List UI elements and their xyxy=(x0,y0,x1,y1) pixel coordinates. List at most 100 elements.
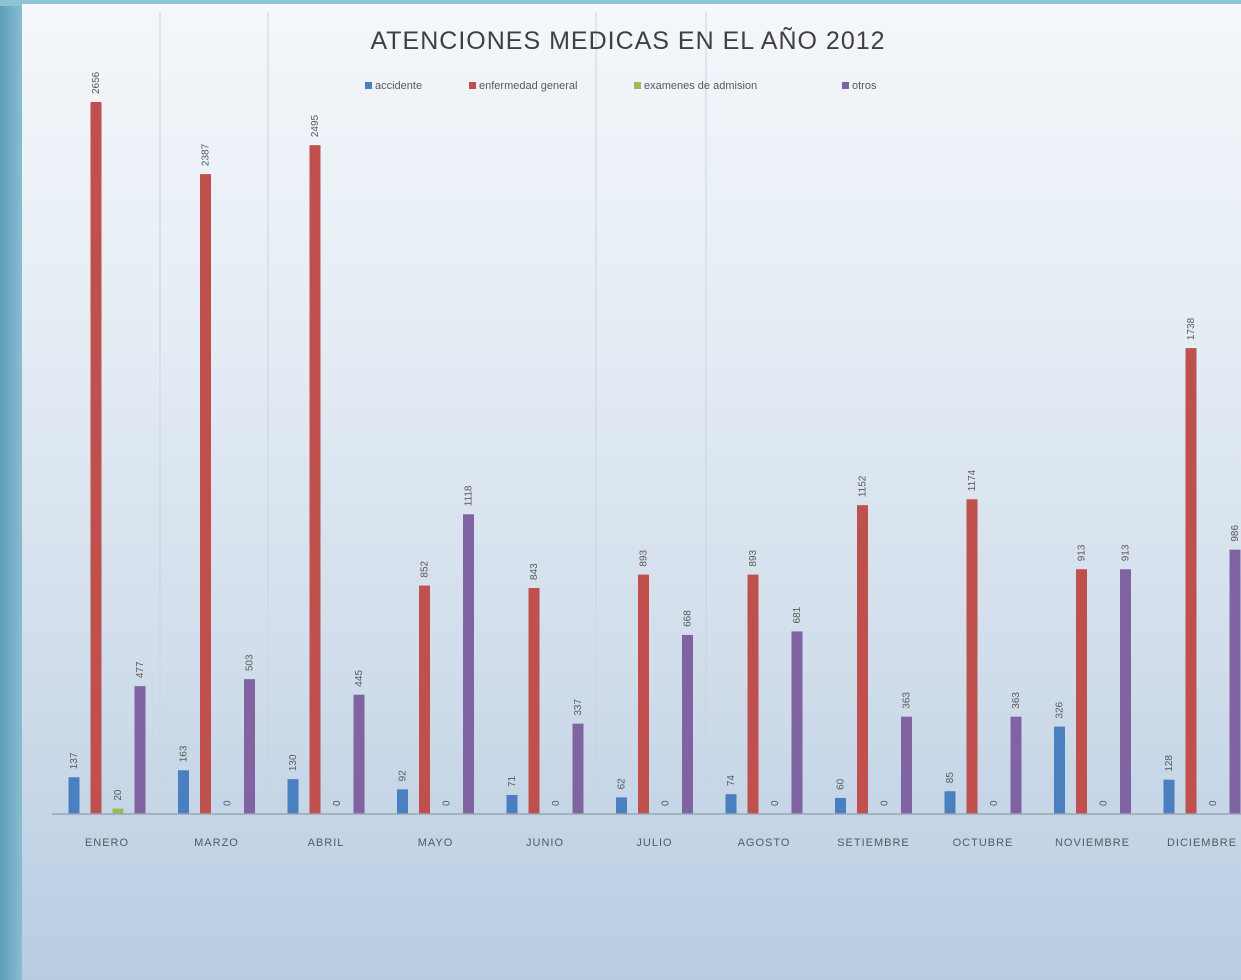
data-label: 668 xyxy=(683,610,694,627)
bar xyxy=(528,588,540,814)
x-tick-label: NOVIEMBRE xyxy=(1055,837,1130,849)
x-tick-label: MARZO xyxy=(194,837,239,849)
bar xyxy=(857,505,868,814)
bar xyxy=(134,686,146,814)
data-label: 0 xyxy=(770,800,781,806)
data-label: 92 xyxy=(398,770,409,782)
bar xyxy=(1076,569,1087,814)
legend-swatch-3 xyxy=(634,82,641,89)
chart-title: ATENCIONES MEDICAS EN EL AÑO 2012 xyxy=(370,26,885,55)
data-label: 2387 xyxy=(201,143,212,166)
legend-label-1: accidente xyxy=(375,80,422,92)
bar xyxy=(1163,779,1175,814)
bar xyxy=(901,716,912,814)
data-label: 1174 xyxy=(967,469,978,491)
data-label: 913 xyxy=(1121,544,1132,561)
data-label: 0 xyxy=(1099,800,1110,806)
data-label: 0 xyxy=(661,800,672,806)
data-label: 0 xyxy=(880,800,891,806)
data-label: 0 xyxy=(989,800,1000,806)
bar xyxy=(747,574,759,814)
bar xyxy=(725,794,737,814)
data-label: 363 xyxy=(902,692,913,709)
chart-legend: accidente enfermedad general examenes de a… xyxy=(365,80,877,92)
bar xyxy=(397,789,408,814)
data-label: 503 xyxy=(245,654,256,671)
x-tick-label: ABRIL xyxy=(308,837,345,849)
data-label: 893 xyxy=(748,549,759,566)
data-label: 843 xyxy=(529,563,540,580)
x-tick-label: DICIEMBRE xyxy=(1167,837,1237,849)
data-label: 0 xyxy=(551,800,562,806)
legend-label-4: otros xyxy=(852,80,877,92)
bar xyxy=(835,797,846,814)
data-label: 60 xyxy=(836,778,847,790)
x-tick-label: AGOSTO xyxy=(738,837,791,849)
data-label: 130 xyxy=(288,754,299,771)
data-label: 128 xyxy=(1164,755,1175,772)
bar xyxy=(178,770,189,814)
bar xyxy=(616,797,627,814)
bar xyxy=(1120,569,1131,814)
data-label: 0 xyxy=(1208,800,1219,806)
bar xyxy=(1185,348,1197,814)
bar xyxy=(506,794,518,814)
bar xyxy=(572,723,584,814)
legend-swatch-4 xyxy=(842,82,849,89)
data-label: 1738 xyxy=(1186,317,1197,340)
bar xyxy=(90,102,102,814)
data-label: 74 xyxy=(726,775,737,787)
slide-frame-left xyxy=(0,0,24,980)
data-label: 913 xyxy=(1077,544,1088,561)
data-label: 986 xyxy=(1230,525,1241,542)
data-label: 0 xyxy=(442,800,453,806)
data-label: 1152 xyxy=(858,475,869,497)
data-label: 163 xyxy=(179,745,190,762)
data-label: 62 xyxy=(617,778,628,790)
legend-swatch-2 xyxy=(469,82,476,89)
data-label: 445 xyxy=(354,670,365,687)
bar xyxy=(309,145,321,814)
x-tick-label: JUNIO xyxy=(526,837,564,849)
bar xyxy=(1054,726,1065,814)
bar xyxy=(353,694,365,814)
bar xyxy=(682,634,693,814)
data-label: 0 xyxy=(332,800,343,806)
data-label: 337 xyxy=(573,699,584,716)
bar-chart: ATENCIONES MEDICAS EN EL AÑO 2012 accide… xyxy=(52,12,1241,849)
x-tick-label: MAYO xyxy=(418,837,454,849)
legend-swatch-1 xyxy=(365,82,372,89)
bar xyxy=(1229,549,1241,814)
data-label: 137 xyxy=(69,752,80,769)
data-label: 326 xyxy=(1055,701,1066,718)
data-label: 477 xyxy=(135,661,146,678)
data-label: 363 xyxy=(1011,692,1022,709)
data-label: 1118 xyxy=(464,485,475,506)
legend-label-3: examenes de admision xyxy=(644,80,757,92)
bar xyxy=(791,631,803,814)
bars-layer: 137 2656 20 477 163 2387 0 503 130 2495 0 445 92 852 0… xyxy=(68,71,1241,814)
bar xyxy=(1010,716,1022,814)
slide-frame-top xyxy=(0,0,1241,6)
x-tick-label: ENERO xyxy=(85,837,129,849)
data-label: 85 xyxy=(945,772,956,784)
data-label: 893 xyxy=(639,549,650,566)
bar xyxy=(68,777,80,814)
data-label: 681 xyxy=(792,606,803,623)
data-label: 71 xyxy=(507,775,518,787)
data-label: 2495 xyxy=(310,114,321,137)
x-axis-labels: ENERO MARZO ABRIL MAYO JUNIO JULIO AGOSTO SETIE… xyxy=(85,837,1237,849)
data-label: 852 xyxy=(420,560,431,577)
data-label: 0 xyxy=(223,800,234,806)
bar xyxy=(112,808,124,814)
legend-label-2: enfermedad general xyxy=(479,80,577,92)
bar xyxy=(200,174,211,814)
x-tick-label: OCTUBRE xyxy=(953,837,1014,849)
x-tick-label: JULIO xyxy=(636,837,672,849)
chart-panel: ATENCIONES MEDICAS EN EL AÑO 2012 accide… xyxy=(22,4,1241,980)
bar xyxy=(966,499,978,814)
x-tick-label: SETIEMBRE xyxy=(837,837,910,849)
bar xyxy=(463,514,474,814)
bar xyxy=(419,585,430,814)
data-label: 2656 xyxy=(91,71,102,94)
